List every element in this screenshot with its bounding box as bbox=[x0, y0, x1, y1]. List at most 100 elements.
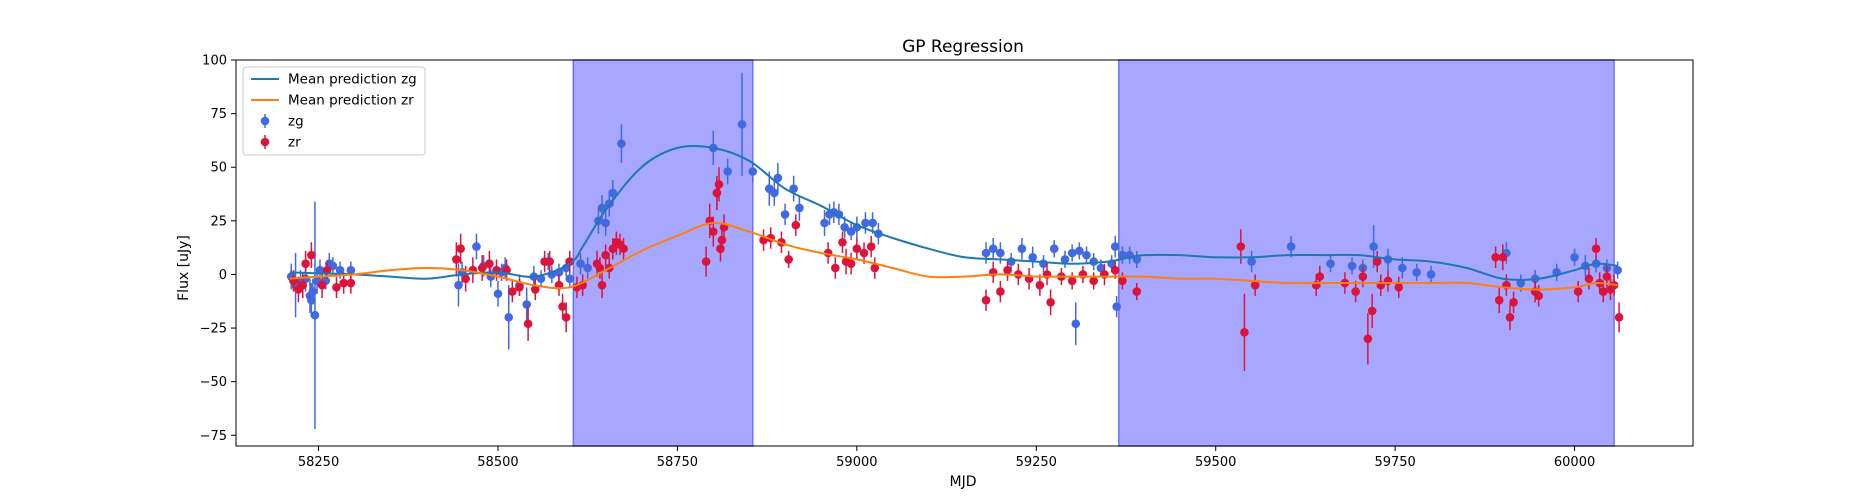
x-axis-label: MJD bbox=[950, 474, 977, 490]
data-point-zr bbox=[1584, 274, 1594, 284]
y-tick-label: −25 bbox=[200, 322, 227, 337]
data-point-zr bbox=[1003, 265, 1012, 275]
x-tick-label: 58250 bbox=[298, 455, 339, 470]
data-point-zr bbox=[595, 263, 605, 273]
legend-swatch-4 bbox=[260, 137, 270, 147]
y-tick-label: −50 bbox=[200, 375, 227, 390]
data-point-zr bbox=[523, 319, 533, 329]
shaded-region-1 bbox=[572, 59, 754, 447]
data-point-zr bbox=[322, 265, 332, 275]
data-point-zr bbox=[712, 188, 722, 198]
data-point-zr bbox=[477, 263, 487, 273]
data-point-zr bbox=[859, 248, 869, 258]
data-point-zg bbox=[310, 310, 320, 320]
data-point-zr bbox=[1315, 272, 1325, 281]
data-point-zg bbox=[1049, 244, 1059, 254]
legend-box bbox=[242, 66, 426, 156]
legend-label-1: Mean prediction zg bbox=[288, 72, 417, 88]
data-point-zg bbox=[1082, 250, 1091, 260]
data-point-zr bbox=[619, 244, 628, 254]
data-point-zr bbox=[791, 220, 801, 230]
data-point-zr bbox=[339, 278, 348, 288]
data-point-zr bbox=[1505, 313, 1515, 322]
data-point-zg bbox=[1060, 255, 1070, 264]
data-point-zr bbox=[485, 259, 494, 269]
data-point-zr bbox=[515, 283, 524, 292]
data-point-zr bbox=[1351, 287, 1360, 296]
data-point-zg bbox=[308, 287, 318, 296]
x-tick-label: 58500 bbox=[477, 455, 518, 470]
data-point-zg bbox=[565, 274, 575, 284]
data-point-zr bbox=[838, 237, 847, 247]
data-point-zg bbox=[1398, 263, 1407, 273]
x-tick-label: 59250 bbox=[1016, 455, 1057, 470]
data-point-zr bbox=[1250, 280, 1260, 290]
data-point-zr bbox=[831, 263, 840, 273]
data-point-zr bbox=[530, 285, 540, 294]
data-point-zr bbox=[1363, 334, 1373, 344]
data-point-zr bbox=[558, 302, 567, 311]
data-point-zr bbox=[565, 257, 575, 266]
data-point-zg bbox=[770, 188, 779, 198]
data-point-zr bbox=[608, 244, 618, 254]
y-axis-label: Flux [uJy] bbox=[176, 235, 192, 301]
data-point-zg bbox=[1071, 319, 1081, 329]
data-point-zg bbox=[1426, 270, 1436, 279]
data-point-zg bbox=[1132, 255, 1142, 264]
data-point-zr bbox=[981, 295, 991, 305]
data-point-zr bbox=[346, 278, 356, 288]
x-tick-label: 59000 bbox=[836, 455, 877, 470]
data-point-zr bbox=[298, 280, 308, 290]
data-point-zg bbox=[1096, 263, 1106, 273]
data-point-zr bbox=[852, 244, 862, 254]
data-point-zg bbox=[723, 167, 732, 176]
data-point-zg bbox=[988, 244, 998, 254]
data-point-zg bbox=[493, 289, 503, 299]
data-point-zr bbox=[1394, 283, 1404, 292]
data-point-zg bbox=[981, 248, 991, 258]
data-point-zg bbox=[820, 218, 829, 228]
shaded-region-2 bbox=[1118, 59, 1615, 447]
data-point-zg bbox=[1286, 242, 1296, 251]
data-point-zr bbox=[307, 250, 316, 260]
data-point-zr bbox=[784, 255, 793, 264]
y-tick-label: 0 bbox=[219, 268, 227, 283]
data-point-zr bbox=[716, 244, 725, 254]
data-point-zr bbox=[1046, 298, 1055, 307]
data-point-zg bbox=[583, 263, 592, 273]
data-point-zr bbox=[1110, 265, 1120, 275]
data-point-zr bbox=[601, 250, 610, 260]
data-point-zr bbox=[456, 244, 465, 254]
x-tick-label: 58750 bbox=[657, 455, 698, 470]
data-point-zg bbox=[335, 265, 345, 275]
data-point-zg bbox=[748, 167, 758, 176]
data-point-zg bbox=[454, 280, 463, 290]
x-tick-label: 60000 bbox=[1554, 455, 1595, 470]
data-point-zg bbox=[1247, 257, 1256, 266]
data-point-zg bbox=[1347, 261, 1357, 271]
data-point-zg bbox=[1067, 248, 1077, 258]
series-zr-points bbox=[289, 167, 1624, 371]
data-point-zg bbox=[1412, 268, 1421, 277]
data-point-zg bbox=[868, 218, 877, 228]
data-point-zr bbox=[701, 257, 711, 266]
chart-title: GP Regression bbox=[902, 37, 1024, 57]
data-point-zg bbox=[789, 184, 798, 193]
data-point-zg bbox=[737, 120, 747, 129]
legend-label-2: Mean prediction zr bbox=[288, 93, 414, 109]
data-point-zr bbox=[1132, 287, 1142, 296]
data-point-zg bbox=[1110, 242, 1120, 251]
data-point-zr bbox=[996, 287, 1005, 296]
data-point-zg bbox=[1112, 302, 1121, 311]
data-point-zg bbox=[795, 203, 804, 213]
data-point-zr bbox=[508, 287, 517, 296]
data-point-zr bbox=[332, 283, 341, 292]
y-tick-label: 100 bbox=[202, 54, 227, 69]
x-tick-label: 59500 bbox=[1195, 455, 1236, 470]
data-point-zg bbox=[840, 222, 849, 232]
data-point-zr bbox=[452, 255, 461, 264]
data-point-zg bbox=[522, 300, 531, 309]
data-point-zr bbox=[1236, 242, 1246, 251]
legend-swatch-3 bbox=[260, 116, 270, 126]
